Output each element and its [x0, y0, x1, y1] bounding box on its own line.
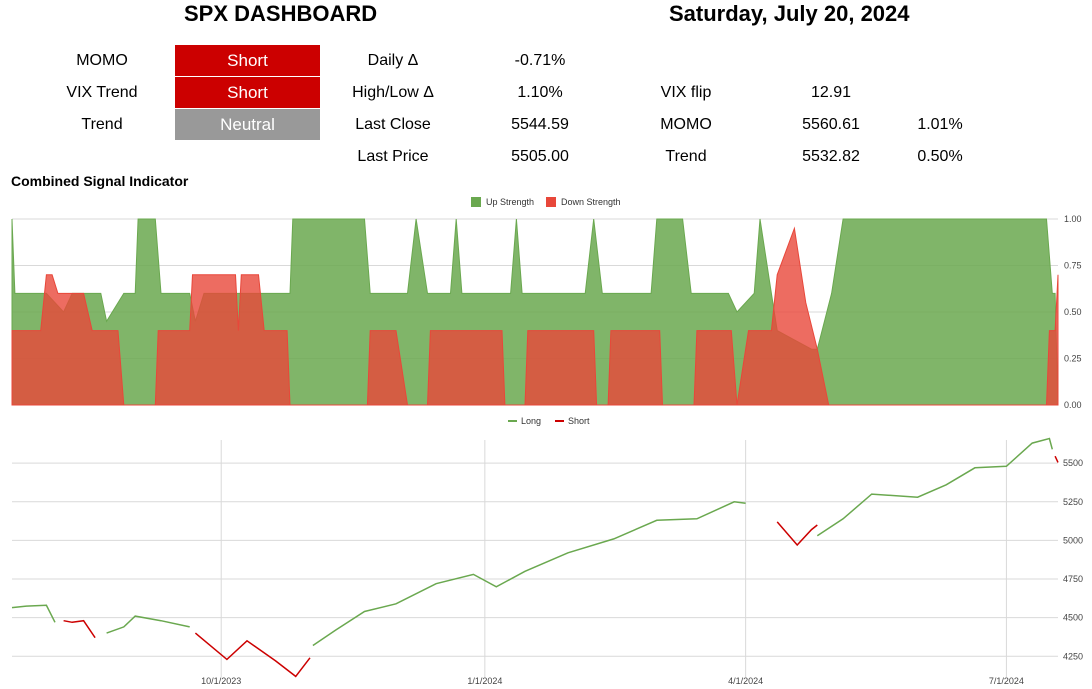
- area-y-tick: 0.75: [1064, 261, 1082, 271]
- stat-label-high-low-delta: High/Low Δ: [352, 84, 434, 101]
- signal-label-momo: MOMO: [76, 52, 128, 69]
- stat-value-high-low-delta: 1.10%: [517, 84, 563, 101]
- section-title: Combined Signal Indicator: [11, 173, 189, 189]
- stat-value-last-price: 5505.00: [511, 148, 569, 165]
- signal-badge-momo: Short: [175, 45, 320, 76]
- area-series-down: [11, 226, 1059, 406]
- line-x-tick: 7/1/2024: [989, 676, 1024, 686]
- level-value-momo: 5560.61: [802, 116, 860, 133]
- legend-swatch-up-strength: [471, 197, 481, 207]
- legend-label-down-strength: Down Strength: [561, 197, 621, 207]
- stat-label-last-price: Last Price: [357, 148, 429, 165]
- level-value-vix-flip: 12.91: [810, 84, 852, 101]
- line-series-short: [1054, 455, 1059, 463]
- level-pct-trend: 0.50%: [917, 148, 963, 165]
- line-series-long: [11, 604, 56, 623]
- line-y-tick: 5500: [1063, 458, 1083, 468]
- signal-area-chart: 1.00 0.75 0.50 0.25 0.00 Up Strength Down Stre…: [11, 197, 1082, 410]
- line-y-tick: 5250: [1063, 497, 1083, 507]
- line-series-short: [194, 632, 311, 678]
- signal-badge-vix-trend: Short: [175, 77, 320, 108]
- line-x-tick: 4/1/2024: [728, 676, 763, 686]
- signal-label-vix-trend: VIX Trend: [66, 84, 138, 101]
- legend-swatch-down-strength: [546, 197, 556, 207]
- stat-value-daily-delta: -0.71%: [514, 52, 566, 69]
- dashboard-date: Saturday, July 20, 2024: [669, 1, 910, 26]
- legend-label-long: Long: [521, 416, 541, 426]
- level-label-trend: Trend: [665, 148, 707, 165]
- level-label-momo: MOMO: [660, 116, 712, 133]
- line-series-long: [106, 615, 190, 634]
- line-x-tick: 1/1/2024: [467, 676, 502, 686]
- stat-value-last-close: 5544.59: [511, 116, 569, 133]
- line-x-tick: 10/1/2023: [201, 676, 241, 686]
- line-y-tick: 4250: [1063, 651, 1083, 661]
- line-y-tick: 4750: [1063, 574, 1083, 584]
- line-series-long: [312, 501, 746, 647]
- line-series-short: [776, 521, 818, 547]
- area-y-tick: 0.00: [1064, 400, 1082, 410]
- signal-label-trend: Trend: [81, 116, 123, 133]
- price-line-chart: 5500 5250 5000 4750 4500 4250 10/1/2023 1/1/202…: [11, 416, 1083, 686]
- line-y-tick: 4500: [1063, 613, 1083, 623]
- level-value-trend: 5532.82: [802, 148, 860, 165]
- stat-label-daily-delta: Daily Δ: [367, 52, 419, 69]
- line-y-tick: 5000: [1063, 535, 1083, 545]
- line-series-short: [63, 619, 96, 639]
- area-y-tick: 0.50: [1064, 307, 1082, 317]
- level-label-vix-flip: VIX flip: [660, 84, 712, 101]
- signal-badge-trend: Neutral: [175, 109, 320, 140]
- area-y-tick: 0.25: [1064, 354, 1082, 364]
- line-series-long: [816, 437, 1054, 537]
- dashboard-title: SPX DASHBOARD: [184, 1, 378, 26]
- legend-label-short: Short: [568, 416, 590, 426]
- level-pct-momo: 1.01%: [917, 116, 963, 133]
- stat-label-last-close: Last Close: [355, 116, 431, 133]
- legend-label-up-strength: Up Strength: [486, 197, 534, 207]
- area-y-tick: 1.00: [1064, 214, 1082, 224]
